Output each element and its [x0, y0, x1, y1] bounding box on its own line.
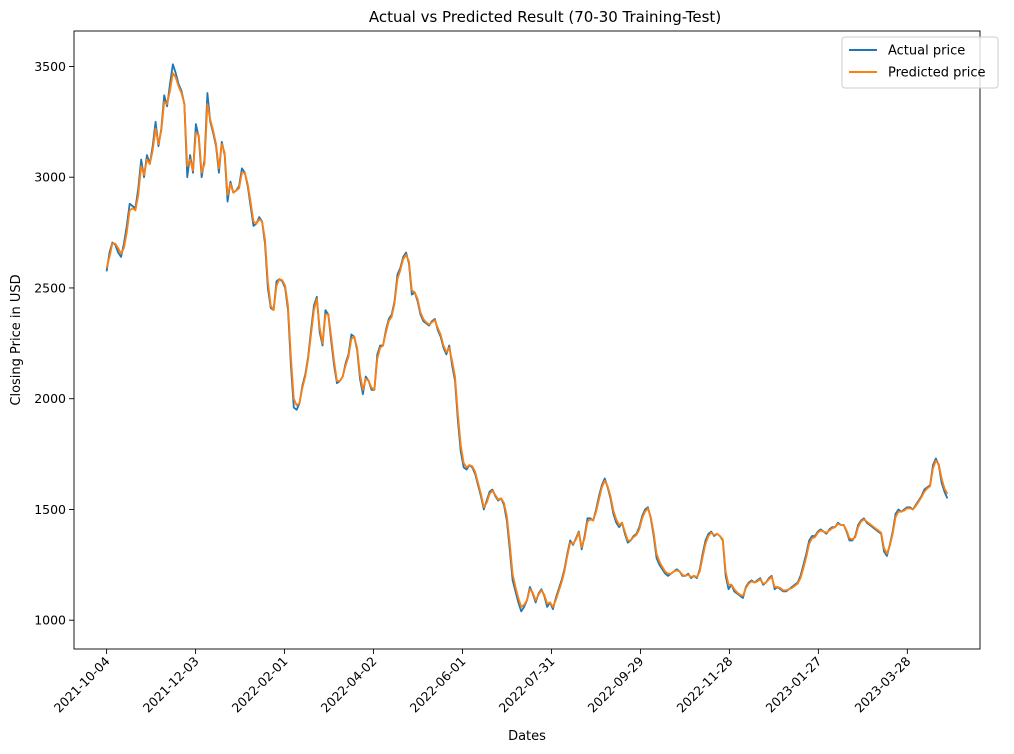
series-layer	[105, 63, 949, 613]
plot-background	[74, 31, 980, 649]
y-tick-label: 2000	[34, 391, 66, 406]
plot-frame	[73, 30, 981, 650]
plot-area	[73, 30, 981, 650]
y-tick-label: 1000	[34, 613, 66, 628]
y-tick-label: 1500	[34, 502, 66, 517]
legend-label-predicted: Predicted price	[888, 66, 986, 81]
y-axis: 1000 1500 2000 2500 3000 3500	[34, 59, 74, 628]
legend-box	[841, 36, 999, 89]
x-axis-label: Dates	[508, 729, 546, 744]
chart-title: Actual vs Predicted Result (70-30 Traini…	[369, 8, 721, 26]
y-tick-label: 3500	[34, 59, 66, 74]
y-tick-label: 2500	[34, 280, 66, 295]
legend: Actual price Predicted price	[841, 36, 999, 89]
legend-label-actual: Actual price	[888, 44, 965, 59]
y-tick-label: 3000	[34, 170, 66, 185]
y-axis-label: Closing Price in USD	[9, 274, 24, 405]
series-line-predicted	[105, 72, 949, 608]
